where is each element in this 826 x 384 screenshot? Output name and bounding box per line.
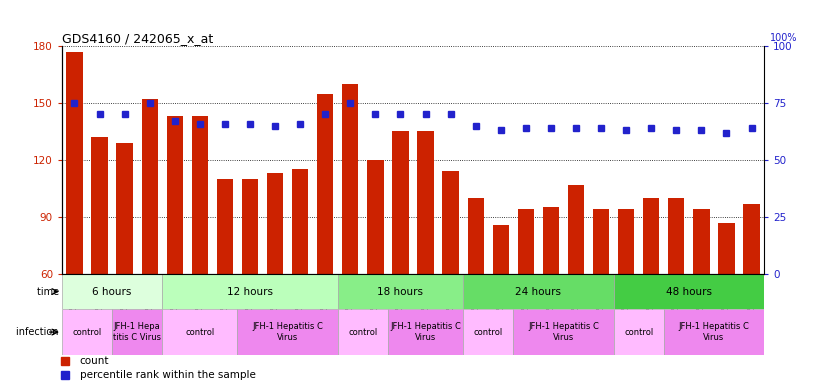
Bar [267, 173, 283, 274]
Bar [668, 198, 685, 274]
Bar [92, 137, 107, 274]
Text: 100%: 100% [770, 33, 797, 43]
Bar [664, 309, 764, 355]
Bar [392, 131, 409, 274]
Bar [492, 225, 509, 274]
Bar [292, 169, 308, 274]
Bar [317, 94, 334, 274]
Bar [62, 309, 112, 355]
Bar [238, 309, 338, 355]
Bar [513, 309, 614, 355]
Text: control: control [349, 328, 377, 336]
Bar [368, 160, 383, 274]
Bar [167, 116, 183, 274]
Bar [141, 99, 158, 274]
Bar [618, 209, 634, 274]
Text: time: time [36, 286, 62, 296]
Bar [463, 274, 614, 309]
Bar [468, 198, 484, 274]
Bar [62, 274, 162, 309]
Text: control: control [473, 328, 503, 336]
Bar [463, 309, 513, 355]
Bar [342, 84, 358, 274]
Text: control: control [624, 328, 653, 336]
Text: infection: infection [17, 327, 62, 337]
Bar [66, 52, 83, 274]
Text: 24 hours: 24 hours [515, 286, 562, 296]
Text: percentile rank within the sample: percentile rank within the sample [79, 370, 255, 380]
Text: JFH-1 Hepatitis C
Virus: JFH-1 Hepatitis C Virus [252, 323, 323, 342]
Text: GDS4160 / 242065_x_at: GDS4160 / 242065_x_at [62, 32, 213, 45]
Bar [162, 274, 338, 309]
Text: 18 hours: 18 hours [377, 286, 424, 296]
Bar [693, 209, 710, 274]
Bar [643, 198, 659, 274]
Bar [216, 179, 233, 274]
Bar [567, 185, 584, 274]
Bar [593, 209, 610, 274]
Bar [417, 131, 434, 274]
Text: JFH-1 Hepatitis C
Virus: JFH-1 Hepatitis C Virus [528, 323, 599, 342]
Text: 48 hours: 48 hours [666, 286, 712, 296]
Bar [116, 143, 133, 274]
Text: control: control [185, 328, 215, 336]
Bar [614, 274, 764, 309]
Bar [543, 207, 559, 274]
Bar [338, 309, 388, 355]
Bar [518, 209, 534, 274]
Text: JFH-1 Hepa
titis C Virus: JFH-1 Hepa titis C Virus [113, 323, 161, 342]
Text: 12 hours: 12 hours [227, 286, 273, 296]
Text: 6 hours: 6 hours [93, 286, 132, 296]
Bar [614, 309, 664, 355]
Text: JFH-1 Hepatitis C
Virus: JFH-1 Hepatitis C Virus [678, 323, 749, 342]
Bar [242, 179, 259, 274]
Bar [719, 223, 734, 274]
Bar [743, 204, 760, 274]
Bar [192, 116, 208, 274]
Text: control: control [73, 328, 102, 336]
Bar [162, 309, 238, 355]
Bar [388, 309, 463, 355]
Bar [338, 274, 463, 309]
Text: JFH-1 Hepatitis C
Virus: JFH-1 Hepatitis C Virus [390, 323, 461, 342]
Text: count: count [79, 356, 109, 366]
Bar [443, 171, 458, 274]
Bar [112, 309, 162, 355]
